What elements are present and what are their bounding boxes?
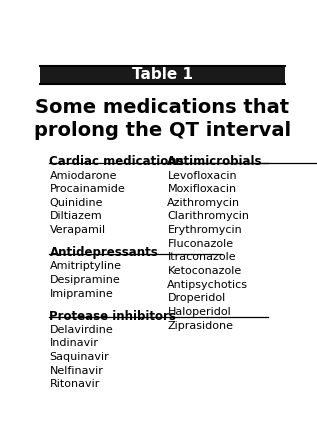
Text: Clarithromycin: Clarithromycin bbox=[167, 211, 249, 222]
Text: Antipsychotics: Antipsychotics bbox=[167, 280, 249, 290]
Text: Saquinavir: Saquinavir bbox=[49, 352, 109, 362]
Text: Quinidine: Quinidine bbox=[49, 198, 103, 208]
Text: Azithromycin: Azithromycin bbox=[167, 198, 241, 208]
Text: Nelfinavir: Nelfinavir bbox=[49, 365, 103, 376]
Text: Imipramine: Imipramine bbox=[49, 288, 113, 299]
Text: Desipramine: Desipramine bbox=[49, 275, 120, 285]
Bar bbox=[40, 66, 285, 84]
Text: Droperidol: Droperidol bbox=[167, 293, 226, 303]
Text: Antidepressants: Antidepressants bbox=[49, 246, 158, 259]
Text: Itraconazole: Itraconazole bbox=[167, 253, 236, 262]
Text: Indinavir: Indinavir bbox=[49, 338, 99, 348]
Text: Ketoconazole: Ketoconazole bbox=[167, 266, 242, 276]
Text: Ritonavir: Ritonavir bbox=[49, 379, 100, 389]
Text: Amiodarone: Amiodarone bbox=[49, 171, 117, 180]
Text: Delavirdine: Delavirdine bbox=[49, 325, 113, 334]
Text: Fluconazole: Fluconazole bbox=[167, 239, 234, 249]
Text: Amitriptyline: Amitriptyline bbox=[49, 261, 121, 271]
Text: Procainamide: Procainamide bbox=[49, 184, 125, 194]
Text: Haloperidol: Haloperidol bbox=[167, 307, 231, 317]
Text: Verapamil: Verapamil bbox=[49, 225, 106, 235]
Text: Moxifloxacin: Moxifloxacin bbox=[167, 184, 236, 194]
Text: Some medications that: Some medications that bbox=[36, 98, 289, 117]
Text: prolong the QT interval: prolong the QT interval bbox=[34, 121, 291, 140]
Text: Protease inhibitors: Protease inhibitors bbox=[49, 310, 176, 323]
Text: Diltiazem: Diltiazem bbox=[49, 211, 102, 222]
Text: Levofloxacin: Levofloxacin bbox=[167, 171, 237, 180]
Text: Erythromycin: Erythromycin bbox=[167, 225, 242, 235]
Text: Ziprasidone: Ziprasidone bbox=[167, 321, 233, 330]
Text: Antimicrobials: Antimicrobials bbox=[167, 155, 263, 168]
Text: Table 1: Table 1 bbox=[132, 67, 193, 82]
Text: Cardiac medications: Cardiac medications bbox=[49, 155, 184, 168]
